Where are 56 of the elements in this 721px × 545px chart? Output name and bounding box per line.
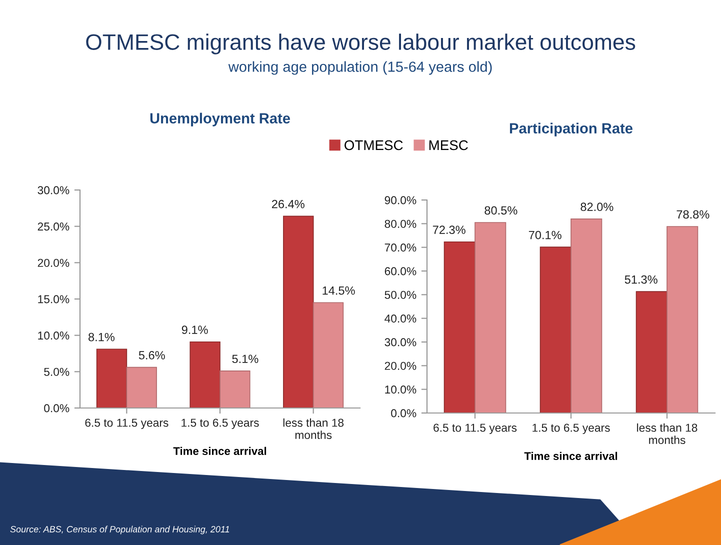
data-label: 14.5% [322, 286, 355, 295]
y-tick-label: 90.0% [384, 196, 416, 204]
data-label: 51.3% [624, 275, 658, 284]
bar [444, 241, 476, 413]
x-tick-label: 6.5 to 11.5 years [85, 418, 168, 430]
bar [190, 341, 220, 408]
x-tick-label: less than 18 months [283, 418, 344, 440]
y-tick-label: 30.0% [38, 186, 70, 194]
bar [474, 222, 506, 413]
x-tick-label: 1.5 to 6.5 years [182, 418, 259, 430]
y-tick-label: 10.0% [385, 386, 416, 394]
chart-title: Participation Rate [510, 122, 632, 136]
bar [570, 218, 602, 413]
bar [96, 348, 128, 408]
data-label: 26.4% [272, 200, 304, 208]
bar [126, 366, 157, 408]
bar [283, 216, 314, 408]
data-label: 78.8% [676, 210, 710, 219]
data-label: 70.1% [528, 230, 562, 240]
y-tick-label: 70.0% [384, 244, 416, 252]
chart-title: Unemployment Rate [150, 112, 290, 126]
x-tick-label: 1.5 to 6.5 years [532, 424, 610, 434]
y-tick-label: 20.0% [38, 258, 70, 267]
x-tick-label: 6.5 to 11.5 years [434, 424, 517, 434]
y-tick-label: 0.0% [44, 404, 70, 412]
legend-label: OTMESC [344, 140, 403, 150]
x-axis-title: Time since arrival [524, 452, 618, 460]
bar [636, 291, 668, 413]
x-axis-title: Time since arrival [173, 446, 266, 456]
data-label: 5.1% [232, 354, 258, 364]
data-label: 9.1% [182, 326, 208, 334]
bar [312, 302, 344, 408]
legend-label: MESC [429, 140, 468, 150]
y-tick-label: 80.0% [384, 220, 416, 228]
data-label: 5.6% [138, 351, 165, 360]
bar [220, 370, 250, 408]
y-tick-label: 25.0% [38, 222, 70, 231]
y-tick-label: 50.0% [384, 290, 416, 299]
y-tick-label: 60.0% [384, 267, 416, 276]
text: OTMESC migrants have worse labour market outcomes [86, 34, 636, 54]
bar [666, 226, 698, 413]
data-label: 72.3% [432, 226, 466, 234]
y-tick-label: 5.0% [44, 368, 70, 376]
data-label: 82.0% [580, 202, 614, 212]
data-label: 80.5% [484, 206, 518, 215]
data-label: 8.1% [88, 332, 114, 342]
text: working age population (15-64 years old) [228, 61, 492, 75]
y-tick-label: 15.0% [38, 295, 70, 304]
y-tick-label: 30.0% [384, 338, 416, 346]
y-tick-label: 40.0% [384, 314, 416, 323]
bar [540, 246, 572, 413]
source-note: Source: ABS, Census of Population and Housing, 2011 [10, 526, 230, 534]
y-tick-label: 0.0% [391, 409, 416, 418]
y-tick-label: 10.0% [38, 332, 70, 340]
x-tick-label: less than 18 months [637, 423, 698, 444]
y-tick-label: 20.0% [384, 362, 416, 370]
